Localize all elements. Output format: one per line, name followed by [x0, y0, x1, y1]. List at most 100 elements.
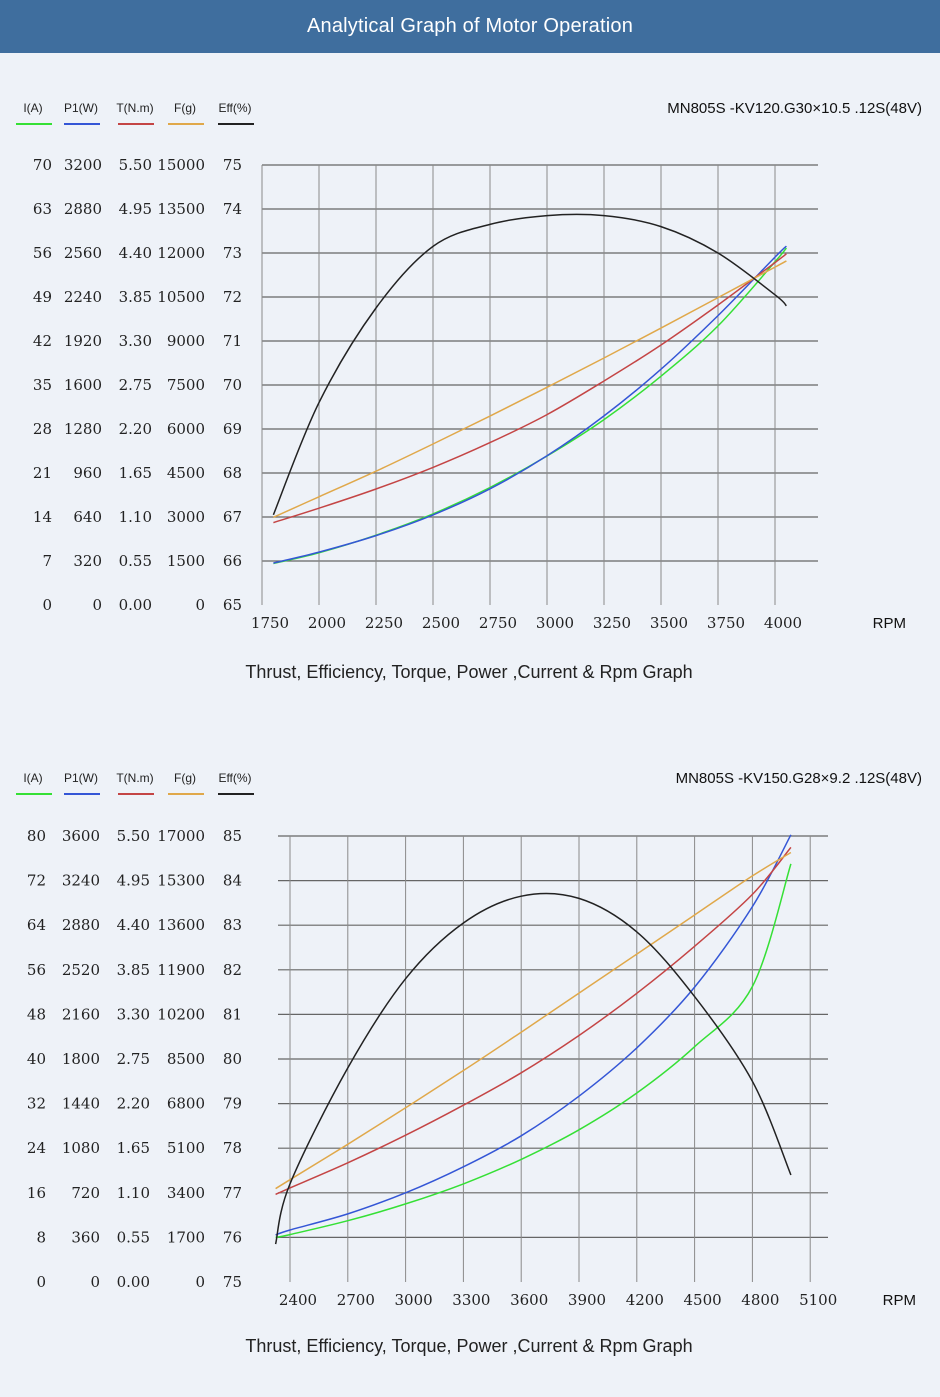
y-tick-label: 1080 — [62, 1139, 100, 1157]
y-tick-label: 1.10 — [117, 1184, 150, 1202]
legend-label: Eff(%) — [218, 771, 251, 785]
y-tick-label: 2.75 — [117, 1050, 150, 1068]
y-tick-label: 40 — [27, 1050, 46, 1068]
y-tick-label: 360 — [71, 1228, 100, 1246]
y-tick-label: 80 — [27, 827, 46, 845]
x-tick-label: 3000 — [395, 1291, 433, 1309]
x-tick-label: 3300 — [452, 1291, 490, 1309]
y-tick-label: 79 — [223, 1095, 242, 1113]
y-tick-label: 72 — [27, 872, 46, 890]
y-tick-label: 0.55 — [117, 1228, 150, 1246]
series-line-f-g — [273, 260, 787, 518]
y-tick-label: 3.85 — [117, 961, 150, 979]
y-tick-label: 68 — [223, 464, 242, 482]
y-tick-label: 28 — [33, 420, 52, 438]
x-tick-label: 1750 — [251, 614, 289, 632]
x-tick-label: 2700 — [337, 1291, 375, 1309]
y-tick-label: 0 — [195, 596, 205, 614]
y-tick-label: 77 — [223, 1184, 242, 1202]
y-tick-label: 6000 — [167, 420, 205, 438]
legend-item-5: Eff(%) — [218, 771, 254, 795]
legend-item-2: P1(W) — [64, 101, 100, 125]
x-tick-label: 5100 — [799, 1291, 837, 1309]
y-tick-label: 1.10 — [119, 508, 152, 526]
y-tick-label: 49 — [33, 288, 52, 306]
y-tick-label: 0 — [92, 596, 102, 614]
legend-item-3: T(N.m) — [116, 771, 154, 795]
x-tick-label: 2000 — [308, 614, 346, 632]
series-line-i-a — [275, 863, 792, 1239]
legend-label: T(N.m) — [116, 771, 153, 785]
x-tick-label: 2500 — [422, 614, 460, 632]
page-header: Analytical Graph of Motor Operation — [0, 0, 940, 53]
y-tick-label: 7500 — [167, 376, 205, 394]
y-tick-label: 5100 — [167, 1139, 205, 1157]
y-tick-label: 640 — [73, 508, 102, 526]
y-tick-label: 3.30 — [117, 1005, 150, 1023]
y-tick-label: 71 — [223, 332, 242, 350]
y-tick-label: 3.30 — [119, 332, 152, 350]
y-tick-label: 21 — [33, 464, 52, 482]
series-line-p1-w — [273, 245, 787, 564]
legend-label: I(A) — [23, 101, 42, 115]
legend-item-5: Eff(%) — [218, 101, 254, 125]
y-tick-label: 2160 — [62, 1005, 100, 1023]
series-line-f-g — [275, 851, 792, 1190]
y-tick-label: 3600 — [62, 827, 100, 845]
y-tick-label: 10500 — [157, 288, 205, 306]
legend-item-3: T(N.m) — [116, 101, 154, 125]
legend-label: P1(W) — [64, 101, 98, 115]
x-tick-label: 3000 — [536, 614, 574, 632]
x-axis-label: RPM — [873, 615, 906, 632]
y-tick-label: 3400 — [167, 1184, 205, 1202]
legend-label: T(N.m) — [116, 101, 153, 115]
y-tick-label: 6800 — [167, 1095, 205, 1113]
legend-label: F(g) — [174, 101, 196, 115]
y-tick-label: 4.40 — [117, 916, 150, 934]
y-tick-label: 73 — [223, 244, 242, 262]
y-tick-label: 1700 — [167, 1228, 205, 1246]
y-tick-label: 78 — [223, 1139, 242, 1157]
y-tick-label: 48 — [27, 1005, 46, 1023]
series-line-eff — [274, 892, 792, 1245]
series-line-eff — [272, 213, 787, 516]
y-tick-label: 1.65 — [119, 464, 152, 482]
legend-item-1: I(A) — [16, 771, 52, 795]
y-tick-label: 3.85 — [119, 288, 152, 306]
x-tick-label: 4000 — [764, 614, 802, 632]
y-tick-label: 13600 — [157, 916, 205, 934]
y-tick-label: 8 — [36, 1228, 46, 1246]
motor-chart-2: I(A) P1(W) T(N.m) F(g) Eff(%) MN805S -KV150.G… — [16, 770, 922, 1356]
x-tick-label: 3900 — [568, 1291, 606, 1309]
x-tick-label: 3250 — [593, 614, 631, 632]
x-tick-label: 2250 — [365, 614, 403, 632]
chart-caption: Thrust, Efficiency, Torque, Power ,Curre… — [245, 1336, 692, 1356]
y-tick-label: 67 — [223, 508, 242, 526]
y-tick-label: 0 — [195, 1273, 205, 1291]
y-tick-label: 70 — [33, 156, 52, 174]
y-tick-label: 720 — [71, 1184, 100, 1202]
page-title: Analytical Graph of Motor Operation — [306, 15, 634, 37]
y-tick-label: 320 — [73, 552, 102, 570]
y-tick-label: 76 — [223, 1228, 242, 1246]
y-tick-label: 17000 — [157, 827, 205, 845]
y-tick-label: 75 — [223, 1273, 242, 1291]
y-tick-label: 12000 — [157, 244, 205, 262]
y-tick-label: 70 — [223, 376, 242, 394]
chart-panel-1: I(A) P1(W) T(N.m) F(g) Eff(%) MN805S -KV120.G… — [0, 70, 940, 710]
y-tick-label: 0.55 — [119, 552, 152, 570]
y-tick-label: 2880 — [62, 916, 100, 934]
y-tick-label: 0.00 — [119, 596, 152, 614]
y-tick-label: 63 — [33, 200, 52, 218]
y-tick-label: 10200 — [157, 1005, 205, 1023]
y-tick-label: 3240 — [62, 872, 100, 890]
series-line-t-n-m — [273, 253, 787, 524]
series-line-p1-w — [275, 834, 792, 1236]
y-tick-label: 74 — [223, 200, 242, 218]
y-tick-label: 5.50 — [117, 827, 150, 845]
y-tick-label: 2.20 — [117, 1095, 150, 1113]
y-tick-label: 3200 — [64, 156, 102, 174]
legend-item-1: I(A) — [16, 101, 52, 125]
y-tick-label: 5.50 — [119, 156, 152, 174]
y-tick-label: 85 — [223, 827, 242, 845]
